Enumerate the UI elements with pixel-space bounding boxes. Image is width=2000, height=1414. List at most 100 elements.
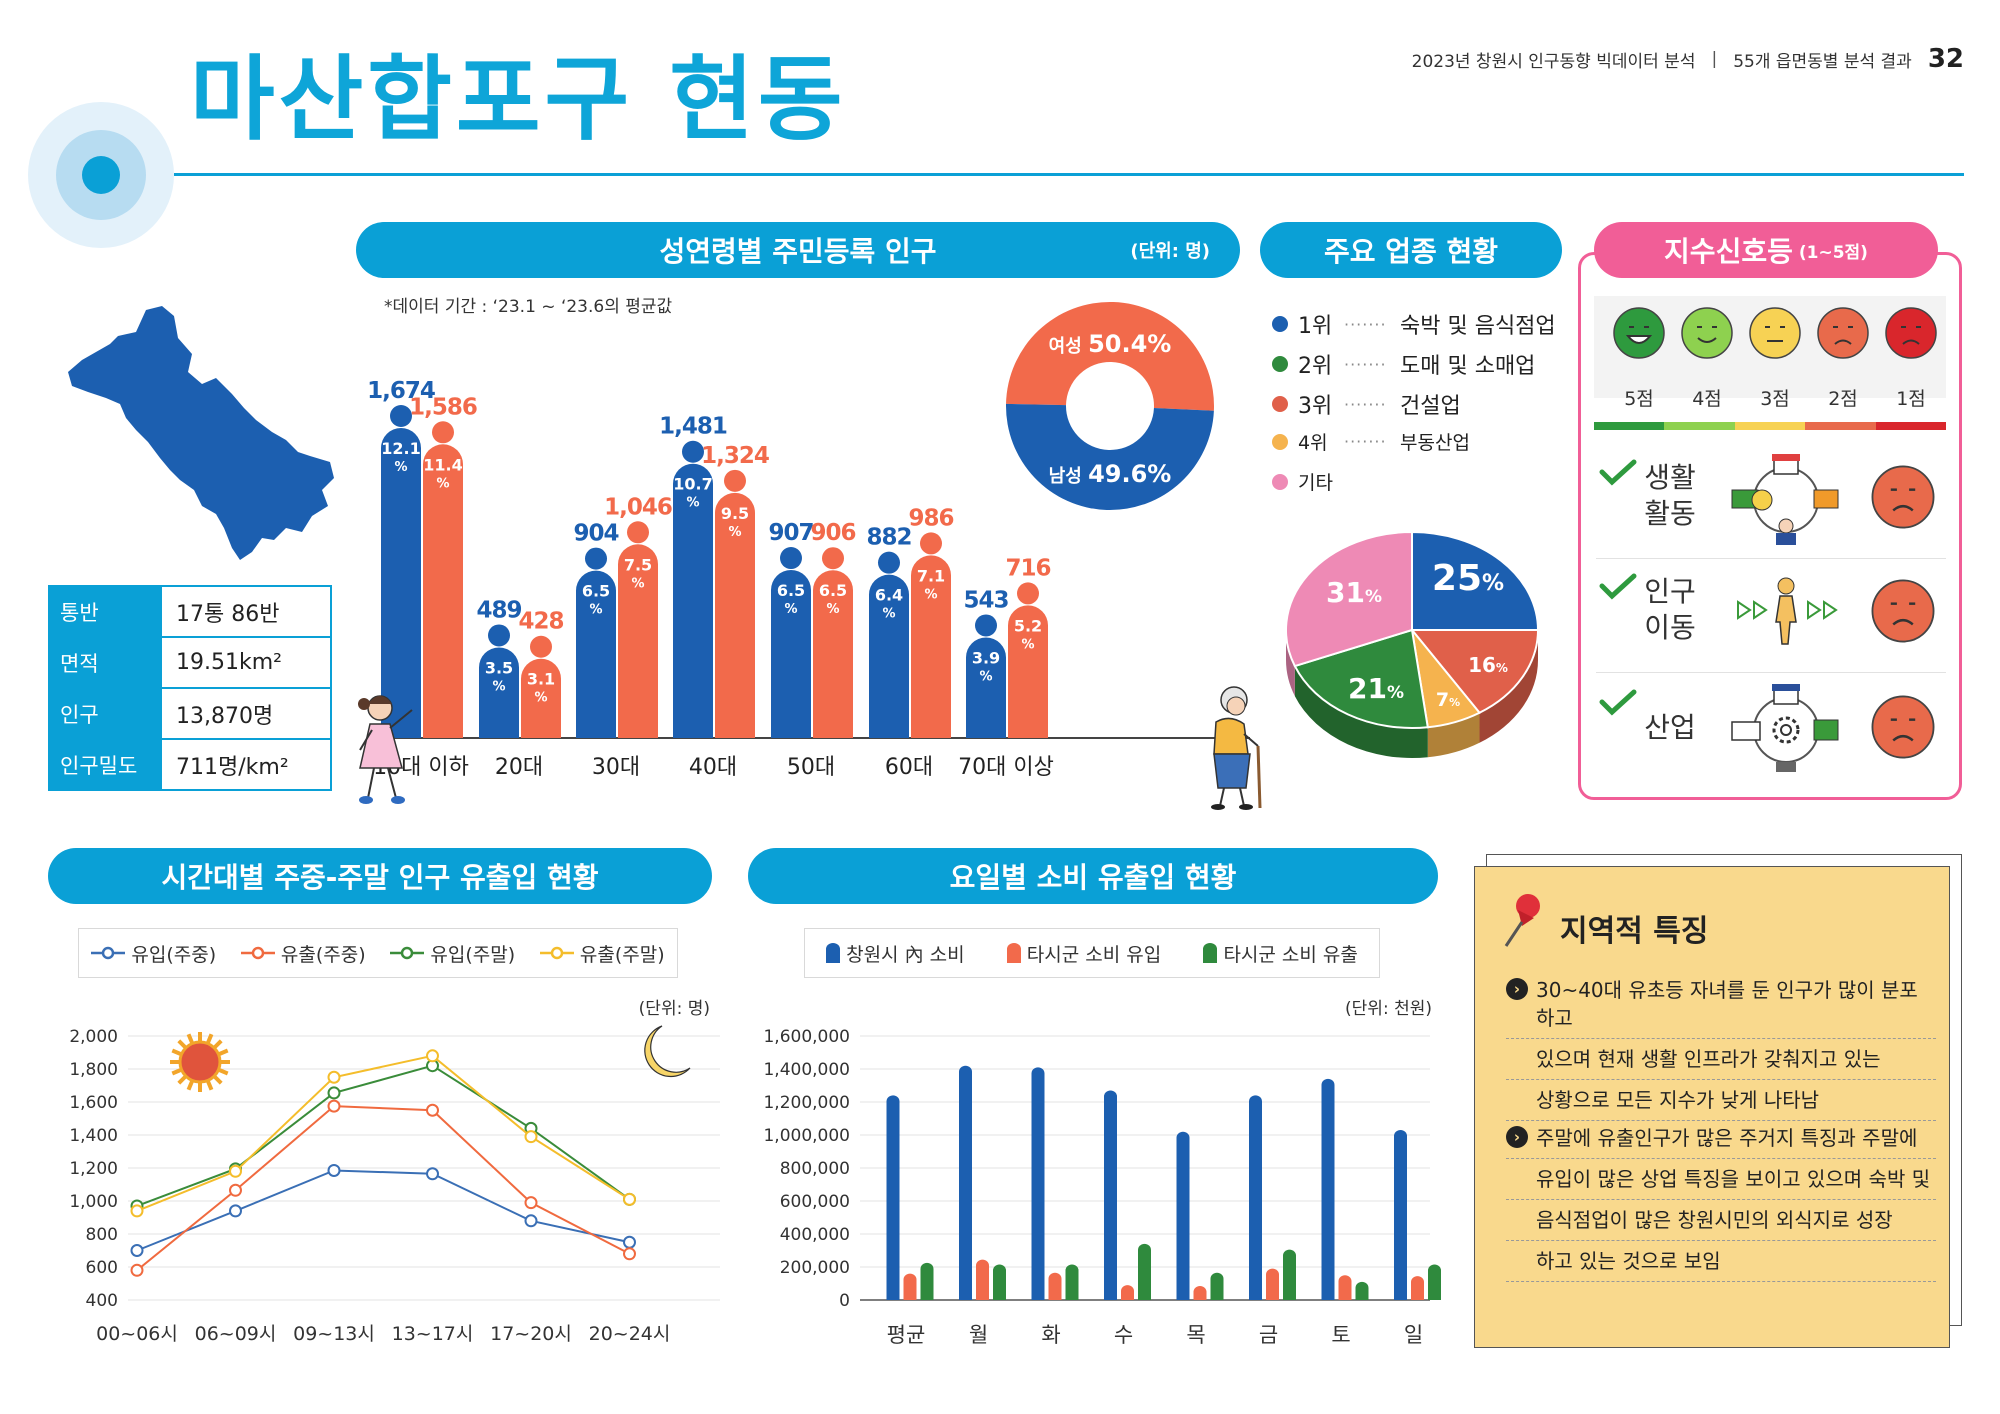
- flow-xtick: 13~17시: [392, 1323, 474, 1345]
- signal-face-icon: [1817, 307, 1869, 359]
- flow-ytick: 800: [86, 1225, 118, 1245]
- pie-side: [1294, 666, 1428, 758]
- flow-xtick: 00~06시: [96, 1323, 178, 1345]
- consumption-bar: [1249, 1095, 1262, 1300]
- page-number: 32: [1927, 44, 1964, 74]
- age-value-label: 986: [908, 505, 953, 531]
- consumption-bar: [1266, 1268, 1279, 1300]
- pie-label: 25%: [1432, 558, 1504, 599]
- flow-legend-label: 유출(주중): [280, 943, 366, 966]
- consumption-bar: [1193, 1285, 1207, 1300]
- pie-slice: [1293, 628, 1429, 729]
- flow-point: [130, 1263, 144, 1277]
- score-label: 5점: [1624, 388, 1654, 410]
- feature-paragraph-1: › 30~40대 유초등 자녀를 둔 인구가 많이 분포하고 있으며 현재 생활 인…: [1506, 970, 1936, 1121]
- age-bar-head: [390, 405, 412, 427]
- migration-pictogram-icon: [1737, 577, 1838, 645]
- leader-dots: ·······: [1344, 354, 1387, 374]
- consumption-ytick: 800,000: [780, 1159, 850, 1179]
- industry-item: 1위 ······· 숙박 및 음식점업: [1272, 308, 1556, 340]
- signal-face-icon: [1681, 307, 1733, 359]
- age-pct-label: 3.9: [972, 648, 1000, 667]
- flow-ytick: 600: [86, 1258, 118, 1278]
- age-value-label: 489: [476, 597, 521, 623]
- header-divider: [174, 173, 1964, 176]
- consumption-ytick: 400,000: [780, 1225, 850, 1245]
- legend-bar-marker-icon: [826, 943, 841, 963]
- feature-box: [1474, 866, 1950, 1348]
- industry-rank: 기타: [1298, 472, 1333, 494]
- pie-label: 21%: [1348, 672, 1404, 705]
- age-bar: [479, 647, 519, 738]
- signal-face-icon: [1871, 695, 1935, 759]
- consumption-ytick: 200,000: [780, 1258, 850, 1278]
- industry-color-dot: [1272, 473, 1288, 490]
- flow-legend-item: 유출(주말): [539, 940, 665, 967]
- check-icon: [1599, 689, 1637, 716]
- pie-slice: [1409, 629, 1540, 714]
- feature-line: 30~40대 유초등 자녀를 둔 인구가 많이 분포하고: [1506, 970, 1936, 1039]
- flow-xtick: 17~20시: [490, 1323, 572, 1345]
- age-value-label: 428: [518, 609, 563, 635]
- leader-dots: ·······: [1344, 314, 1387, 334]
- check-icon: [1599, 459, 1637, 486]
- consumption-bar: [886, 1095, 900, 1300]
- signal-face-icon: [1871, 579, 1935, 643]
- consumption-header: 요일별 소비 유출입 현황: [748, 848, 1438, 904]
- signal-subtitle: (1~5점): [1798, 242, 1868, 263]
- population-title: 성연령별 주민등록 인구: [659, 235, 937, 268]
- flow-ytick: 1,200: [69, 1159, 118, 1179]
- flow-ytick: 400: [86, 1291, 118, 1311]
- data-period-note: *데이터 기간 : ‘23.1 ~ ‘23.6의 평균값: [384, 297, 673, 317]
- age-pct-unit: %: [589, 603, 602, 618]
- consumption-legend-label: 창원시 內 소비: [846, 943, 965, 966]
- signal-face-icon: [1613, 307, 1665, 359]
- report-title: 2023년 창원시 인구동향 빅데이터 분석: [1411, 51, 1696, 72]
- signal-face-icon: [1871, 465, 1935, 529]
- age-pct-label: 6.5: [582, 582, 610, 601]
- consumption-ytick: 1,000,000: [763, 1126, 850, 1146]
- leader-dots: ·······: [1344, 432, 1387, 451]
- report-separator: |: [1711, 49, 1718, 69]
- flow-point: [623, 1247, 636, 1261]
- female-label: 여성 50.4%: [1049, 330, 1172, 358]
- legend-line-marker-icon: [91, 946, 126, 960]
- report-section: 55개 읍면동별 분석 결과: [1733, 51, 1912, 72]
- age-pct-label: 3.5: [485, 658, 513, 677]
- signal-face-icon: [1885, 307, 1937, 359]
- flow-line-chart: (단위: 명) 2,000 1,800 1,600 1,400 1,200 1,000 800…: [69, 999, 720, 1345]
- industry-item: 2위 ······· 도매 및 소매업: [1272, 348, 1535, 380]
- age-value-label: 1,046: [604, 494, 672, 520]
- flow-point: [426, 1103, 439, 1117]
- age-value-label: 543: [963, 587, 1008, 613]
- consumption-bar: [1121, 1285, 1134, 1300]
- age-bar: [813, 570, 853, 738]
- gender-donut-chart: 여성 50.4% 남성 49.6%: [1006, 301, 1214, 510]
- age-category-label: 30대: [592, 755, 640, 780]
- age-bar: [521, 658, 561, 738]
- pie-side: [1427, 712, 1480, 758]
- age-pct-label: 6.5: [819, 581, 847, 600]
- age-value-label: 1,481: [659, 414, 727, 440]
- info-value: 13,870명: [176, 703, 274, 729]
- pie-side: [1479, 630, 1538, 743]
- age-pct-unit: %: [882, 607, 895, 622]
- flow-legend-item: 유입(주중): [91, 940, 216, 967]
- age-bar: [576, 570, 616, 738]
- age-bar-head: [920, 532, 942, 555]
- age-pct-unit: %: [1021, 637, 1034, 652]
- consumption-ytick: 600,000: [780, 1192, 850, 1212]
- pie-label: 16%: [1468, 653, 1508, 677]
- flow-point: [327, 1086, 341, 1100]
- age-pct-label: 11.4: [423, 455, 462, 474]
- consumption-legend-item: 타시군 소비 유출: [1203, 940, 1358, 967]
- flow-series-line: [136, 1105, 630, 1272]
- info-key: 인구: [50, 689, 162, 738]
- flow-unit-label: (단위: 명): [639, 999, 710, 1019]
- consumption-ytick: 0: [839, 1291, 850, 1311]
- consumption-legend: 창원시 內 소비 타시군 소비 유입 타시군 소비 유출: [804, 928, 1380, 978]
- legend-bar-marker-icon: [1203, 943, 1218, 963]
- legend-bar-marker-icon: [1006, 943, 1021, 963]
- feature-line: 음식점업이 많은 창원시민의 외식지로 성장: [1506, 1200, 1936, 1241]
